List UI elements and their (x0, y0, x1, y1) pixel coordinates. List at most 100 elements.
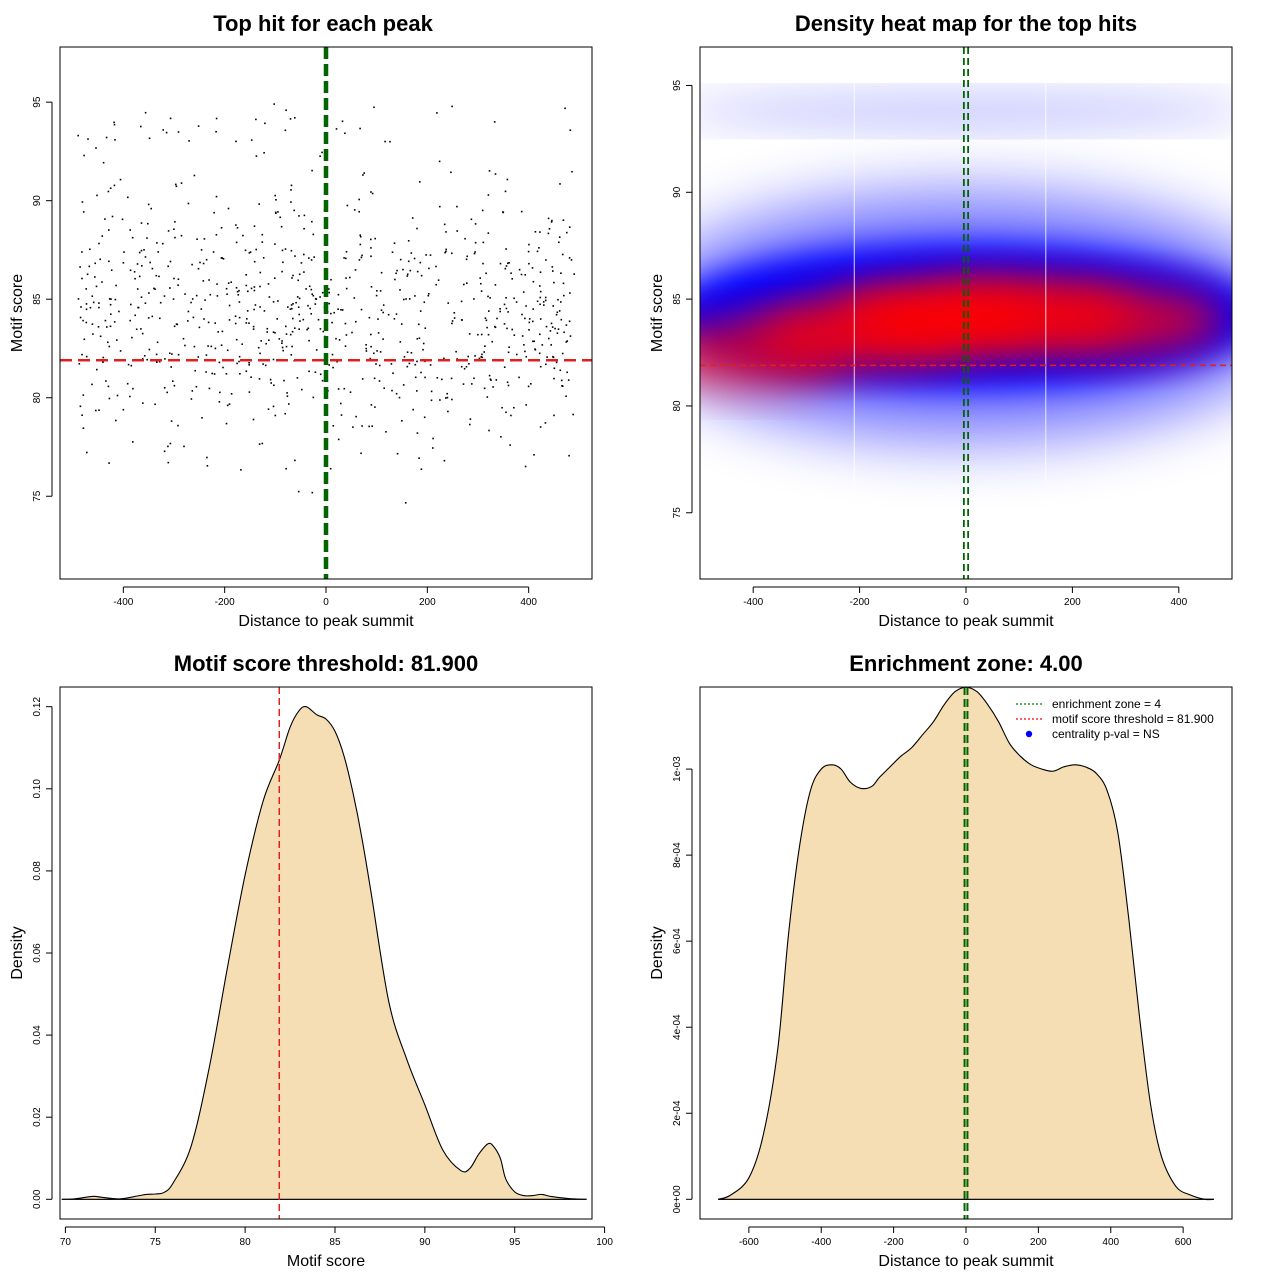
scatter-point (524, 465, 527, 468)
scatter-point (406, 275, 409, 277)
scatter-point (354, 269, 357, 271)
scatter-point (113, 321, 116, 323)
scatter-point (102, 161, 105, 164)
scatter-point (250, 139, 253, 141)
scatter-point (245, 274, 247, 276)
scatter-point (235, 224, 237, 226)
scatter-point (105, 136, 108, 139)
scatter-point (215, 234, 218, 236)
scatter-point (147, 222, 149, 225)
x-tick-label: 200 (1064, 597, 1081, 608)
scatter-point (466, 255, 468, 258)
scatter-point (199, 261, 201, 264)
scatter-point (228, 304, 231, 307)
scatter-panel: Top hit for each peak -400 -200 0 200 400 75… (9, 11, 593, 630)
scatter-point (474, 241, 477, 244)
x-tick-label: -400 (113, 597, 133, 608)
scatter-point (210, 345, 213, 348)
scatter-point (345, 257, 347, 260)
scatter-point (359, 235, 362, 238)
scatter-point (539, 271, 542, 273)
scatter-point (207, 321, 210, 324)
scatter-point (206, 465, 209, 467)
scatter-point (489, 297, 491, 299)
scatter-point (163, 450, 166, 453)
scatter-point (480, 356, 482, 358)
scatter-point (291, 277, 293, 279)
scatter-point (182, 337, 185, 340)
scatter-point (156, 361, 158, 363)
scatter-point (443, 223, 446, 226)
scatter-point (86, 273, 89, 276)
scatter-point (163, 295, 166, 297)
scatter-point (151, 315, 154, 318)
scatter-point (294, 255, 296, 257)
density-area (61, 705, 587, 1200)
scatter-point (218, 361, 221, 364)
scatter-point (523, 344, 525, 346)
scatter-point (429, 254, 432, 256)
scatter-point (572, 413, 574, 416)
x-tick-label: -200 (850, 597, 870, 608)
scatter-point (499, 308, 501, 310)
scatter-point (445, 231, 447, 233)
scatter-point (501, 406, 503, 409)
scatter-point (94, 276, 96, 278)
scatter-point (118, 310, 120, 313)
scatter-point (545, 363, 547, 366)
scatter-point (276, 318, 278, 320)
scatter-point (206, 456, 208, 459)
scatter-point (489, 378, 492, 380)
scatter-point (488, 374, 491, 377)
scatter-point (248, 364, 250, 366)
scatter-point (321, 379, 324, 382)
scatter-point (126, 382, 129, 385)
scatter-point (198, 326, 201, 329)
scatter-point (358, 210, 360, 213)
scatter-point (487, 295, 489, 298)
scatter-point (445, 248, 447, 251)
scatter-point (398, 396, 401, 399)
scatter-point (414, 376, 417, 379)
scatter-point (561, 253, 564, 256)
scatter-point (147, 203, 150, 206)
y-tick-label: 75 (672, 507, 683, 519)
scatter-point (113, 123, 116, 126)
x-tick-label: 0 (963, 1237, 969, 1248)
scatter-point (115, 284, 117, 287)
density-peak (1023, 286, 1228, 355)
scatter-point (222, 258, 225, 260)
scatter-point (267, 408, 270, 410)
scatter-point (85, 308, 88, 311)
scatter-point (146, 237, 148, 239)
scatter-point (156, 242, 158, 244)
scatter-point (257, 346, 260, 349)
scatter-point (506, 381, 509, 384)
scatter-point (368, 425, 370, 428)
scatter-point (228, 403, 231, 405)
scatter-point (548, 228, 551, 230)
scatter-point (333, 311, 335, 314)
scatter-point (89, 306, 92, 309)
scatter-point (362, 174, 364, 176)
scatter-point (528, 243, 530, 246)
scatter-point (555, 313, 558, 316)
scatter-point (467, 355, 469, 358)
scatter-point (230, 393, 233, 395)
scatter-point (235, 287, 238, 289)
scatter-point (400, 323, 403, 325)
scatter-point (564, 107, 566, 110)
heatmap-title: Density heat map for the top hits (795, 11, 1137, 36)
scatter-point (541, 344, 544, 346)
scatter-point (568, 226, 571, 228)
scatter-point (293, 209, 295, 212)
scatter-point (274, 194, 276, 197)
scatter-point (258, 443, 261, 445)
scatter-point (562, 219, 565, 221)
scatter-point (169, 352, 171, 355)
scatter-point (330, 312, 332, 315)
scatter-point (108, 298, 111, 300)
scatter-point (85, 321, 88, 324)
scatter-point (509, 444, 511, 446)
scatter-point (513, 297, 515, 300)
